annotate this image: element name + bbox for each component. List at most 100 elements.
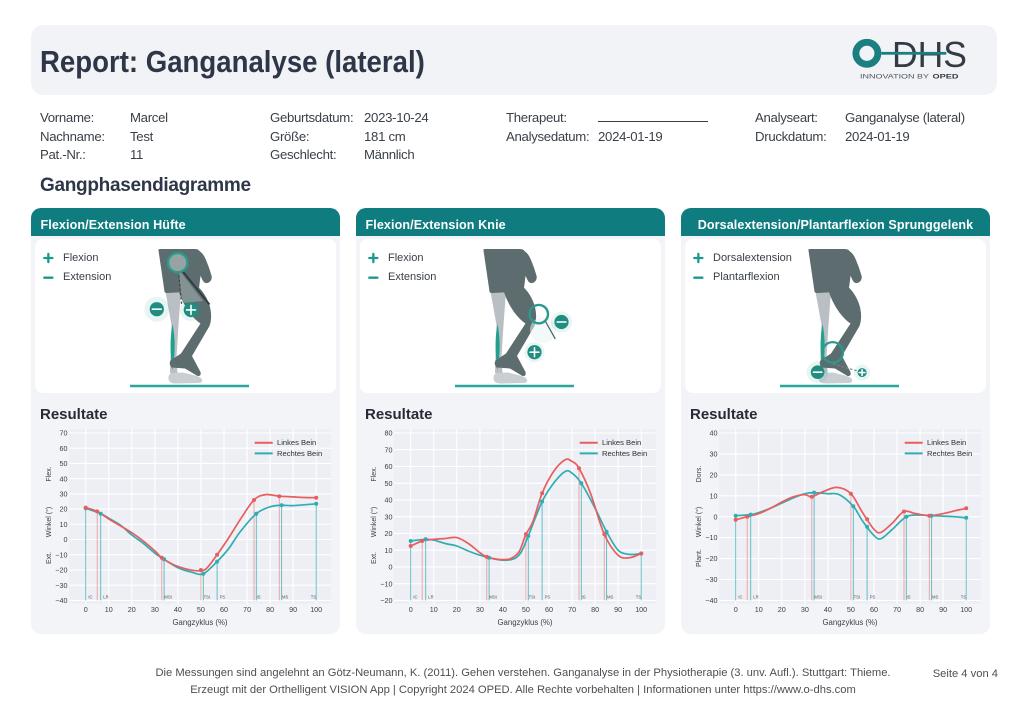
svg-text:Plant.: Plant. bbox=[696, 549, 703, 567]
svg-text:80: 80 bbox=[266, 605, 274, 614]
svg-text:30: 30 bbox=[385, 512, 393, 521]
svg-text:TSt: TSt bbox=[854, 594, 861, 599]
svg-text:50: 50 bbox=[197, 605, 205, 614]
svg-text:Linkes Bein: Linkes Bein bbox=[602, 438, 641, 447]
svg-text:−30: −30 bbox=[705, 575, 717, 584]
svg-text:20: 20 bbox=[128, 605, 136, 614]
svg-text:70: 70 bbox=[243, 605, 251, 614]
svg-text:0: 0 bbox=[714, 512, 718, 521]
svg-text:0: 0 bbox=[734, 605, 738, 614]
svg-text:LR: LR bbox=[428, 594, 433, 599]
svg-text:PS: PS bbox=[220, 594, 226, 599]
svg-text:90: 90 bbox=[939, 605, 947, 614]
svg-text:IC: IC bbox=[738, 594, 742, 599]
svg-text:Winkel (°): Winkel (°) bbox=[695, 507, 703, 537]
svg-text:−20: −20 bbox=[380, 596, 392, 605]
svg-text:10: 10 bbox=[385, 546, 393, 555]
svg-text:80: 80 bbox=[916, 605, 924, 614]
svg-text:90: 90 bbox=[289, 605, 297, 614]
svg-text:10: 10 bbox=[755, 605, 763, 614]
svg-text:−30: −30 bbox=[55, 581, 67, 590]
svg-text:30: 30 bbox=[801, 605, 809, 614]
svg-text:50: 50 bbox=[522, 605, 530, 614]
svg-text:MS: MS bbox=[932, 594, 938, 599]
svg-text:Linkes Bein: Linkes Bein bbox=[927, 438, 966, 447]
svg-text:50: 50 bbox=[385, 479, 393, 488]
svg-text:90: 90 bbox=[614, 605, 622, 614]
svg-text:40: 40 bbox=[499, 605, 507, 614]
svg-text:Gangzyklus (%): Gangzyklus (%) bbox=[822, 618, 877, 627]
svg-text:MSt: MSt bbox=[814, 594, 822, 599]
svg-text:Winkel (°): Winkel (°) bbox=[370, 507, 378, 537]
svg-text:40: 40 bbox=[385, 496, 393, 505]
svg-text:50: 50 bbox=[847, 605, 855, 614]
svg-text:20: 20 bbox=[778, 605, 786, 614]
svg-text:PS: PS bbox=[870, 594, 876, 599]
svg-text:Linkes Bein: Linkes Bein bbox=[277, 438, 316, 447]
svg-text:70: 70 bbox=[385, 445, 393, 454]
svg-text:10: 10 bbox=[105, 605, 113, 614]
svg-text:30: 30 bbox=[476, 605, 484, 614]
svg-text:IS: IS bbox=[257, 594, 261, 599]
svg-text:40: 40 bbox=[60, 474, 68, 483]
svg-text:IS: IS bbox=[582, 594, 586, 599]
svg-text:−10: −10 bbox=[55, 550, 67, 559]
svg-text:TSt: TSt bbox=[529, 594, 536, 599]
svg-text:IC: IC bbox=[413, 594, 417, 599]
svg-text:10: 10 bbox=[430, 605, 438, 614]
svg-text:Ext.: Ext. bbox=[46, 552, 53, 564]
svg-text:INNOVATION BY: INNOVATION BY bbox=[860, 74, 930, 81]
svg-text:MSt: MSt bbox=[164, 594, 172, 599]
svg-text:PS: PS bbox=[545, 594, 551, 599]
svg-text:Flex.: Flex. bbox=[46, 466, 53, 481]
svg-text:−10: −10 bbox=[705, 533, 717, 542]
svg-text:TS: TS bbox=[961, 594, 967, 599]
svg-text:60: 60 bbox=[60, 444, 68, 453]
svg-text:Gangzyklus (%): Gangzyklus (%) bbox=[497, 618, 552, 627]
svg-text:80: 80 bbox=[591, 605, 599, 614]
svg-text:100: 100 bbox=[310, 605, 322, 614]
svg-text:40: 40 bbox=[824, 605, 832, 614]
svg-text:70: 70 bbox=[893, 605, 901, 614]
svg-text:0: 0 bbox=[409, 605, 413, 614]
svg-text:−20: −20 bbox=[705, 554, 717, 563]
svg-text:Flex.: Flex. bbox=[371, 466, 378, 481]
svg-text:20: 20 bbox=[60, 505, 68, 514]
svg-text:60: 60 bbox=[545, 605, 553, 614]
svg-text:0: 0 bbox=[64, 535, 68, 544]
svg-text:50: 50 bbox=[60, 459, 68, 468]
svg-text:TS: TS bbox=[636, 594, 642, 599]
svg-text:MS: MS bbox=[282, 594, 288, 599]
svg-text:40: 40 bbox=[174, 605, 182, 614]
svg-text:20: 20 bbox=[385, 529, 393, 538]
svg-text:−20: −20 bbox=[55, 566, 67, 575]
svg-text:OPED: OPED bbox=[933, 74, 960, 81]
svg-text:MS: MS bbox=[607, 594, 613, 599]
svg-text:Rechtes Bein: Rechtes Bein bbox=[277, 449, 322, 458]
svg-text:20: 20 bbox=[453, 605, 461, 614]
svg-text:IS: IS bbox=[907, 594, 911, 599]
svg-text:Winkel (°): Winkel (°) bbox=[45, 507, 53, 537]
svg-text:60: 60 bbox=[870, 605, 878, 614]
svg-text:0: 0 bbox=[389, 563, 393, 572]
svg-text:20: 20 bbox=[710, 471, 718, 480]
svg-text:30: 30 bbox=[710, 450, 718, 459]
svg-text:Gangzyklus (%): Gangzyklus (%) bbox=[172, 618, 227, 627]
svg-text:100: 100 bbox=[635, 605, 647, 614]
svg-text:Dors.: Dors. bbox=[696, 466, 703, 483]
svg-text:−40: −40 bbox=[705, 596, 717, 605]
svg-text:0: 0 bbox=[84, 605, 88, 614]
svg-text:60: 60 bbox=[220, 605, 228, 614]
svg-text:30: 30 bbox=[60, 490, 68, 499]
svg-text:30: 30 bbox=[151, 605, 159, 614]
svg-text:Rechtes Bein: Rechtes Bein bbox=[927, 449, 972, 458]
svg-text:Rechtes Bein: Rechtes Bein bbox=[602, 449, 647, 458]
svg-text:−40: −40 bbox=[55, 596, 67, 605]
svg-text:80: 80 bbox=[385, 429, 393, 438]
svg-text:IC: IC bbox=[88, 594, 92, 599]
svg-text:10: 10 bbox=[60, 520, 68, 529]
svg-text:10: 10 bbox=[710, 491, 718, 500]
svg-text:TSt: TSt bbox=[204, 594, 211, 599]
svg-text:TS: TS bbox=[311, 594, 317, 599]
svg-text:LR: LR bbox=[753, 594, 758, 599]
